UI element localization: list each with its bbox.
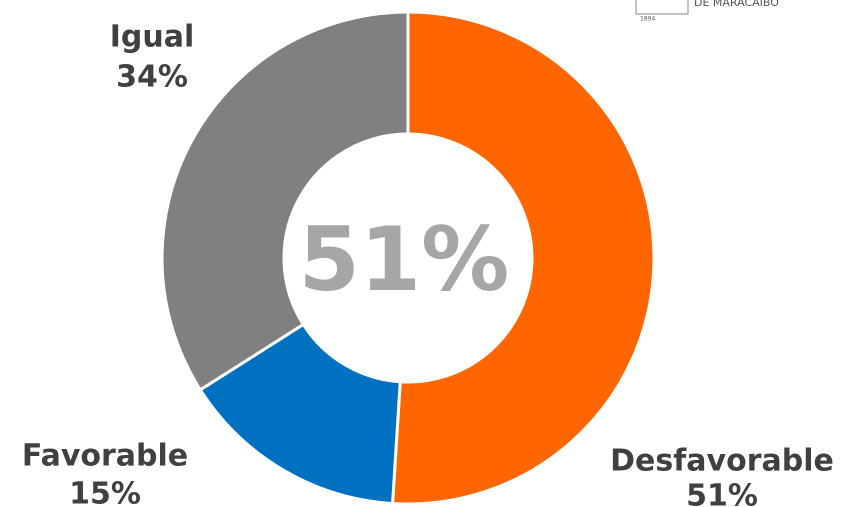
slice-label: Desfavorable [610, 444, 834, 479]
donut-slice [160, 10, 410, 392]
slice-value-label: 34% [116, 60, 188, 95]
slice-label: Favorable [22, 439, 188, 474]
donut-slice [390, 10, 656, 506]
slice-value-label: 15% [69, 477, 141, 507]
center-label: 51% [299, 208, 510, 311]
logo-year: 1894 [640, 16, 655, 23]
slice-value-label: 51% [686, 479, 758, 507]
logo-frame [635, 0, 689, 15]
donut-slice [198, 322, 402, 506]
slice-label: Igual [110, 20, 195, 55]
logo-text: DE MARACAIBO [694, 0, 779, 9]
